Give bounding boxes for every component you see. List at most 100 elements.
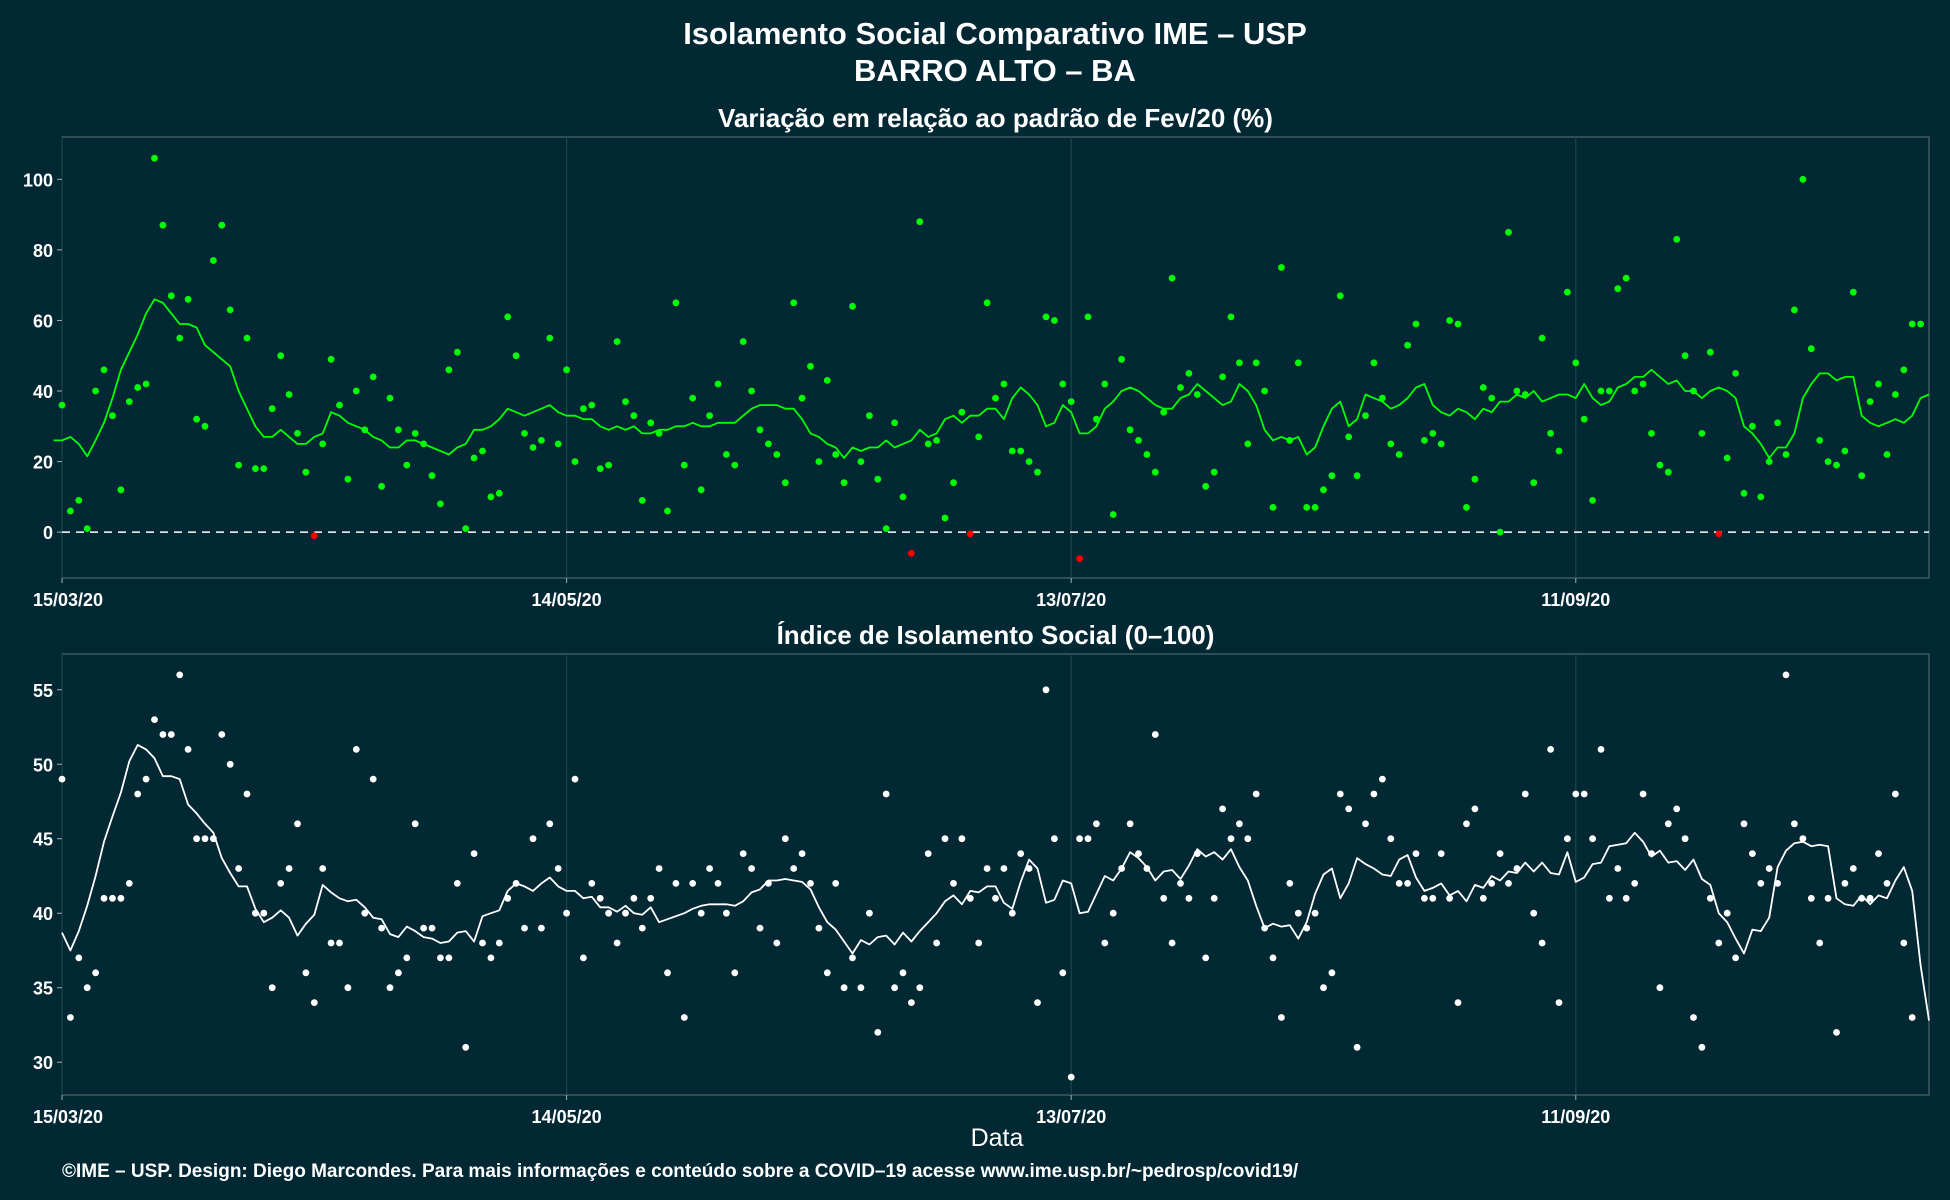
daily-point [1648,430,1655,437]
x-tick-label: 14/05/20 [532,1107,602,1127]
daily-point [462,1043,470,1051]
daily-point [798,394,806,402]
daily-point [1681,352,1689,360]
daily-point [832,451,840,458]
daily-point [1572,790,1580,798]
daily-point [167,292,175,300]
daily-point [310,999,318,1006]
daily-point [655,430,663,437]
daily-point [319,865,327,872]
daily-point [950,880,957,887]
daily-point [1454,999,1462,1006]
daily-point [748,387,755,395]
daily-point [1059,969,1067,977]
daily-point [428,472,436,480]
daily-point [1799,175,1807,183]
daily-point [1597,746,1605,753]
daily-point [933,939,940,947]
daily-point [336,939,343,947]
daily-point [1656,984,1664,992]
daily-point [1177,880,1184,887]
daily-point [714,380,722,388]
daily-point [908,549,915,557]
y-tick-label: 60 [33,311,53,331]
daily-point [462,525,470,532]
daily-point [1833,461,1840,469]
daily-point [479,447,486,455]
daily-point [67,507,74,515]
daily-point [1412,850,1420,857]
daily-point [798,850,806,857]
daily-point [226,760,234,768]
daily-point [823,969,831,977]
daily-point [1437,440,1445,448]
y-tick-label: 0 [43,523,53,543]
daily-point [294,820,301,828]
daily-point [647,894,655,902]
daily-point [1715,530,1723,538]
daily-point [840,984,848,992]
daily-point [529,444,537,451]
daily-point [933,437,940,444]
daily-point [815,458,823,465]
daily-point [277,352,285,360]
daily-point [790,299,798,307]
figure-title: Isolamento Social Comparativo IME – USP [683,16,1307,51]
daily-point [184,295,192,303]
daily-point [1849,865,1857,872]
daily-point [1488,880,1496,887]
daily-point [529,835,537,843]
daily-point [1673,805,1681,813]
daily-point [1362,412,1369,420]
daily-point [941,835,949,843]
daily-point [680,461,688,469]
daily-point [420,924,427,932]
daily-point [1765,865,1773,872]
daily-point [773,451,781,458]
daily-point [243,334,251,342]
daily-point [1614,865,1622,872]
daily-point [899,969,907,977]
daily-point [1051,317,1058,324]
daily-point [1538,939,1546,947]
plot-frame [61,136,1930,579]
daily-point [958,408,966,416]
daily-point [882,525,890,532]
daily-point [252,465,259,472]
daily-point [1547,746,1554,753]
daily-point [125,880,133,887]
daily-point [193,415,201,423]
daily-point [378,482,385,490]
daily-point [1294,359,1302,367]
daily-point [1706,348,1714,356]
daily-point [487,954,495,962]
daily-point [117,894,125,902]
daily-point [1816,939,1824,947]
daily-point [1564,835,1571,843]
daily-point [924,850,932,857]
daily-point [866,909,873,917]
daily-point [554,865,562,872]
daily-point [302,969,310,977]
daily-point [411,430,419,437]
y-tick-label: 50 [33,755,53,775]
daily-point [1631,880,1639,887]
daily-point [1740,489,1748,497]
daily-point [1589,835,1596,843]
daily-point [1336,790,1344,798]
daily-point [1824,894,1832,902]
daily-point [748,865,755,872]
daily-point [92,969,99,977]
daily-point [756,924,764,932]
daily-point [134,384,142,391]
daily-point [109,894,116,902]
y-tick-label: 40 [33,382,53,402]
daily-point [739,338,747,345]
x-axis-label: Data [971,1124,1024,1152]
daily-point [487,493,495,501]
daily-point [1538,334,1546,342]
daily-point [571,458,579,465]
daily-point [723,451,730,458]
daily-point [495,939,503,947]
daily-point [1841,880,1849,887]
